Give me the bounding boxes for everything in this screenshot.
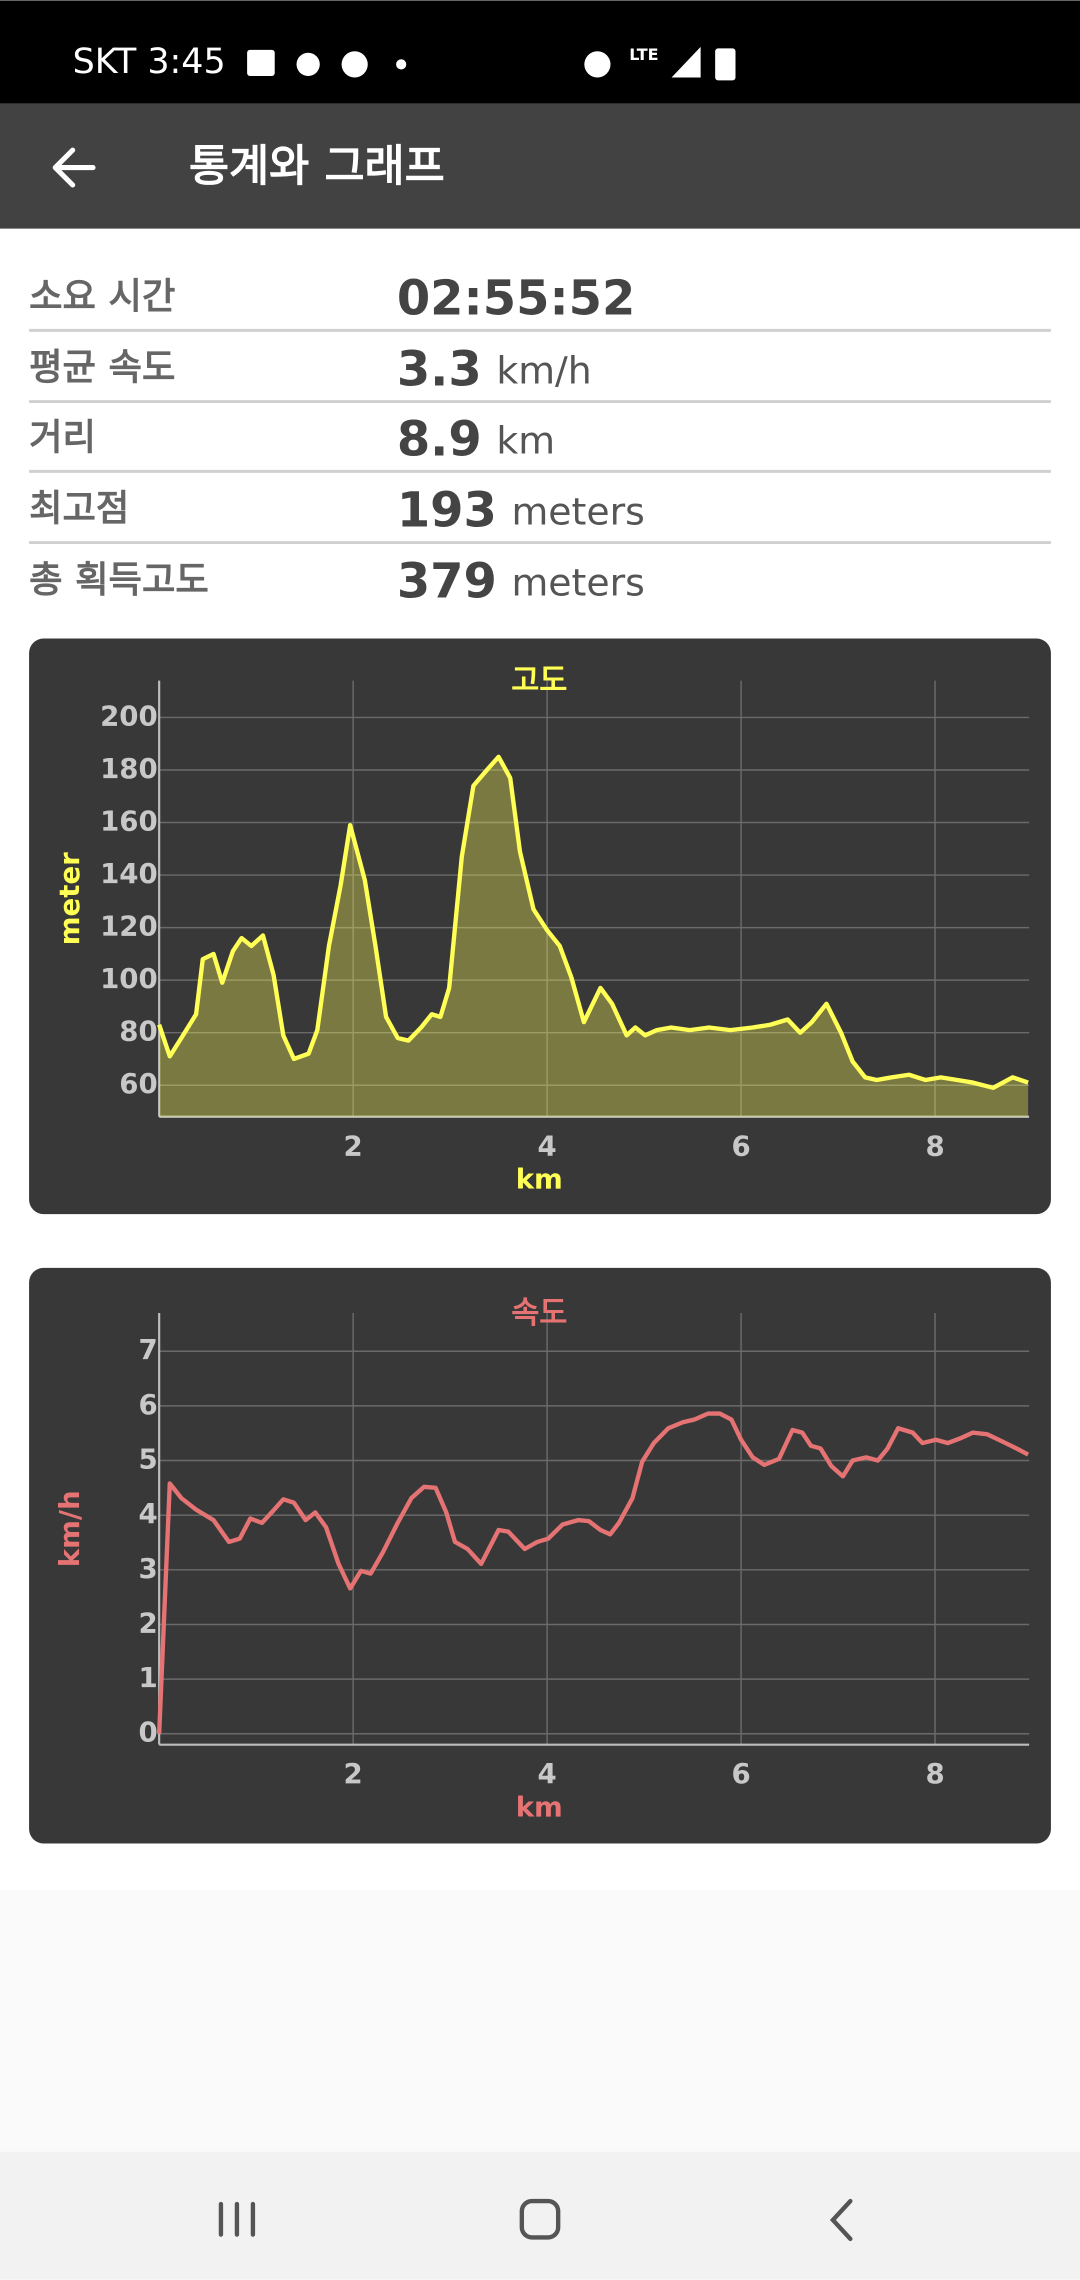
stat-label: 총 획득고도	[29, 558, 209, 601]
app-bar	[0, 103, 1080, 229]
carrier-time: SKT 3:45	[73, 42, 226, 82]
y-tick-label: 5	[138, 1443, 157, 1476]
x-tick-label: 8	[925, 1129, 944, 1162]
stat-value: 8.9	[397, 411, 482, 467]
y-tick-label: 6	[138, 1388, 157, 1421]
bank-icon	[341, 51, 368, 78]
stat-label: 최고점	[29, 487, 129, 530]
stat-unit: meters	[511, 489, 644, 533]
line	[156, 1411, 1030, 1734]
app-icon	[296, 52, 320, 76]
stat-label: 거리	[29, 415, 96, 458]
stats-table: 소요 시간 02:55:52 평균 속도 3.3 km/h 거리 8.9 km 최고점 193 me…	[29, 270, 1051, 610]
stat-value: 379	[397, 554, 497, 610]
y-tick-label: 2	[138, 1606, 157, 1639]
y-tick-label: 200	[100, 699, 158, 732]
gallery-icon	[247, 49, 275, 76]
y-tick-label: 60	[119, 1067, 157, 1100]
y-tick-label: 140	[100, 857, 158, 890]
y-tick-label: 1	[138, 1661, 157, 1694]
stat-value-row: 8.9 km	[397, 411, 555, 467]
stat-value-row: 02:55:52	[397, 270, 636, 326]
stat-label: 소요 시간	[29, 274, 175, 317]
stat-label: 평균 속도	[29, 346, 175, 389]
y-tick-label: 120	[100, 910, 158, 943]
y-tick-label: 80	[119, 1015, 157, 1048]
alarm-icon	[584, 51, 611, 78]
area-fill	[159, 756, 1029, 1117]
stat-value-row: 193 meters	[397, 483, 645, 539]
recent-apps-button[interactable]	[218, 2201, 256, 2237]
y-tick-label: 0	[138, 1716, 157, 1749]
signal-icon	[671, 46, 701, 78]
home-button[interactable]	[519, 2198, 561, 2240]
status-icons: LTE	[247, 45, 736, 81]
y-tick-label: 160	[100, 805, 158, 838]
chart: 60 80 100 120 140 160 180 200 2 4 6 8 고도 km meter	[29, 638, 1051, 1215]
chart-title: 고도	[511, 664, 567, 699]
x-tick-label: 2	[344, 1757, 363, 1790]
dot-icon	[396, 59, 407, 70]
y-tick-label: 180	[100, 752, 158, 785]
x-axis-label: km	[516, 1163, 563, 1196]
nav-bar	[0, 2151, 1080, 2280]
y-tick-label: 100	[100, 962, 158, 995]
stat-value-row: 3.3 km/h	[397, 342, 592, 398]
stat-value: 3.3	[397, 342, 482, 398]
chart: 0 1 2 3 4 5 6 7 2 4 6 8 속도 km km/h	[29, 1267, 1051, 1844]
back-button[interactable]	[52, 147, 96, 188]
y-tick-label: 3	[138, 1552, 157, 1585]
stat-unit: km	[496, 418, 555, 462]
y-axis-label: meter	[53, 852, 86, 945]
network-type: LTE	[629, 45, 658, 64]
x-tick-label: 4	[537, 1757, 556, 1790]
x-tick-label: 6	[731, 1129, 750, 1162]
stat-unit: km/h	[496, 348, 591, 392]
chart-panel	[29, 1267, 1051, 1844]
back-nav-button[interactable]	[829, 2198, 853, 2242]
line	[157, 754, 1029, 1090]
chart-panel	[29, 638, 1051, 1215]
x-tick-label: 2	[344, 1129, 363, 1162]
stat-value: 02:55:52	[397, 270, 636, 326]
y-tick-label: 7	[138, 1333, 157, 1366]
status-bar	[0, 0, 1080, 104]
x-tick-label: 6	[731, 1757, 750, 1790]
x-axis-label: km	[516, 1791, 563, 1824]
y-axis-label: km/h	[53, 1490, 86, 1567]
y-tick-label: 4	[138, 1497, 157, 1530]
stat-unit: meters	[511, 560, 644, 604]
x-tick-label: 8	[925, 1757, 944, 1790]
chart-title: 속도	[511, 1296, 567, 1331]
stat-value-row: 379 meters	[397, 554, 645, 610]
x-tick-label: 4	[537, 1129, 556, 1162]
app-title: 통계와 그래프	[189, 142, 445, 192]
stat-value: 193	[397, 483, 497, 539]
battery-icon	[715, 48, 736, 81]
